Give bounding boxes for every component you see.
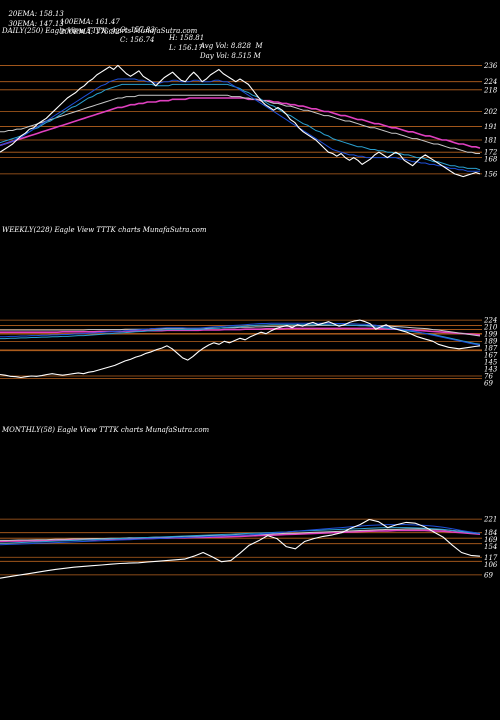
monthly-tick-label: 117 xyxy=(484,554,498,562)
monthly-tick-label: 69 xyxy=(484,571,493,579)
daily-tick-label: 156 xyxy=(484,170,498,178)
monthly-price-line xyxy=(0,518,481,579)
daily-ema20-line xyxy=(0,78,480,172)
monthly-tick-label: 184 xyxy=(484,529,497,537)
daily-panel-title: DAILY(250) Eagle View TTTK charts Munafa… xyxy=(2,27,198,35)
daily-tick-label: 202 xyxy=(483,108,498,116)
day-vol-readout: Day Vol: 8.515 M xyxy=(200,52,261,60)
weekly-ema20-line xyxy=(0,322,481,346)
daily-tick-label: 224 xyxy=(483,78,497,86)
daily-tick-label: 236 xyxy=(483,62,498,70)
weekly-tick-label: 189 xyxy=(484,338,498,346)
daily-tick-label: 218 xyxy=(483,86,498,94)
high-readout: H: 158.81 xyxy=(169,34,205,42)
ema30-readout: 30EMA: 147.13 xyxy=(8,20,64,28)
weekly-tick-label: 145 xyxy=(484,359,498,367)
weekly-tick-label: 143 xyxy=(484,366,498,374)
weekly-tick-label: 199 xyxy=(484,331,498,339)
low-readout: L: 156.17 xyxy=(169,44,203,52)
ema20-readout: 20EMA: 158.13 xyxy=(8,10,64,18)
weekly-tick-label: 210 xyxy=(483,324,498,332)
monthly-ema200-line xyxy=(0,529,481,543)
header-row-2: 30EMA: 147.13 200EMA: 176.92 C: 156.74 L… xyxy=(4,12,260,60)
weekly-tick-label: 187 xyxy=(484,345,498,353)
daily-ema30-line xyxy=(0,83,481,171)
monthly-tick-label: 169 xyxy=(484,536,498,544)
open-readout: O: 157.83 xyxy=(120,26,155,34)
monthly-ema30-line xyxy=(0,527,481,544)
weekly-panel-title: WEEKLY(228) Eagle View TTTK charts Munaf… xyxy=(2,226,207,234)
close-readout: C: 156.74 xyxy=(120,36,155,44)
daily-tick-label: 191 xyxy=(484,123,497,131)
daily-ema100-line xyxy=(0,94,480,154)
monthly-panel-title: MONTHLY(58) Eagle View TTTK charts Munaf… xyxy=(2,426,210,434)
ema200-readout: 200EMA: 176.92 xyxy=(60,28,120,36)
monthly-tick-label: 154 xyxy=(484,543,497,551)
ema100-readout: 100EMA: 161.47 xyxy=(60,18,120,26)
monthly-tick-label: 106 xyxy=(484,561,498,569)
weekly-tick-label: 167 xyxy=(484,352,498,360)
daily-tick-label: 172 xyxy=(484,149,498,157)
avg-vol-readout: Avg Vol: 8.828 M xyxy=(200,42,263,50)
daily-price-line xyxy=(0,64,481,178)
weekly-tick-label: 69 xyxy=(484,380,493,388)
header-row-1: 20EMA: 158.13 100EMA: 161.47 O: 157.83 H… xyxy=(4,2,262,50)
weekly-ema100-line xyxy=(0,324,481,337)
weekly-price-line xyxy=(0,319,481,379)
weekly-tick-label: 224 xyxy=(483,317,497,325)
weekly-tick-label: 76 xyxy=(484,373,493,381)
daily-tick-label: 168 xyxy=(484,156,498,164)
monthly-tick-label: 221 xyxy=(483,516,497,524)
daily-tick-label: 181 xyxy=(484,136,497,144)
monthly-ema20-line xyxy=(0,524,481,546)
daily-ema200-line xyxy=(0,97,481,149)
